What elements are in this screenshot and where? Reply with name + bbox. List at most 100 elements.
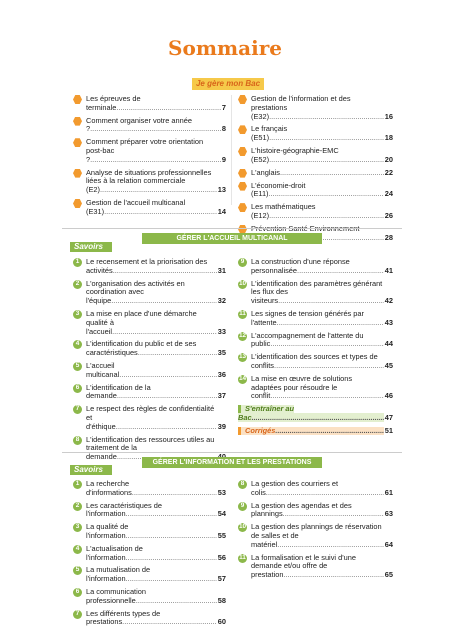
section: GÉRER L'ACCUEIL MULTICANAL Savoirs [62, 228, 402, 447]
entry-label: Analyse de situations professionnelles l… [86, 169, 217, 195]
entry-label: L'organisation des activités en coordina… [86, 280, 217, 306]
entry-text: La gestion des courriers et colis [251, 480, 384, 498]
entry-label: Les caractéristiques de l'information [86, 502, 217, 519]
page-number: 55 [217, 530, 226, 540]
toc-entry: 4 L'actualisation de l'information56 [73, 544, 226, 563]
page-number: 18 [384, 133, 393, 143]
toc-entry: 4 L'identification du public et de ses ca… [73, 340, 226, 358]
toc-entry: Gestion de l'accueil multicanal (E31)14 [73, 198, 226, 217]
entry-text: La recherche d'informations [86, 480, 217, 498]
number-badge: 6 [73, 383, 82, 393]
toc-entry: Les mathématiques (E12)26 [238, 203, 393, 221]
entry-text: L'identification des ressources utiles a… [86, 436, 217, 462]
toc-entry: S'entraîner au Bac47 [238, 405, 393, 423]
entry-label: Comment organiser votre année ? [86, 117, 221, 134]
toc-entry: L'économie-droit (E11)24 [238, 181, 393, 200]
number-badge: 3 [73, 523, 82, 533]
toc-entry: Comment organiser votre année ?8 [73, 116, 226, 135]
page-number: 51 [384, 425, 393, 435]
entry-label: Les signes de tension générés par l'atte… [251, 310, 384, 327]
toc-entry: 3 La qualité de l'information55 [73, 523, 226, 541]
entry-label: Gestion de l'information et des prestati… [251, 95, 384, 121]
entry-label: L'identification de la demande [86, 384, 217, 401]
page-number: 16 [384, 111, 393, 121]
toc-entry: 10 L'identification des paramètres généra… [238, 279, 393, 306]
number-badge: 6 [73, 587, 82, 597]
number-badge: 1 [73, 480, 82, 489]
number-badge: 4 [73, 340, 82, 350]
toc-entry: 2 L'organisation des activités en coordin… [73, 279, 226, 306]
entry-text: La mise en place d'une démarche qualité … [86, 310, 217, 336]
number-badge: 14 [238, 374, 247, 384]
entry-text: L'organisation des activités en coordina… [86, 280, 217, 306]
entry-label: Les mathématiques (E12) [251, 203, 384, 220]
number-badge: 5 [73, 566, 82, 576]
entry-label: La qualité de l'information [86, 523, 217, 540]
entry-label: La communication professionnelle [86, 588, 217, 605]
toc-entry: Analyse de situations professionnelles l… [73, 168, 226, 195]
page-number: 33 [217, 326, 226, 336]
toc-entry: 5 L'accueil multicanal36 [73, 361, 226, 380]
toc-entry: 11 La formalisation et le suivi d'une dem… [238, 553, 393, 580]
entry-label: L'anglais [251, 169, 384, 177]
page-number: 43 [384, 317, 393, 327]
entry-text: Analyse de situations professionnelles l… [86, 169, 217, 195]
number-badge: 3 [73, 309, 82, 319]
section-banner: GÉRER L'ACCUEIL MULTICANAL [142, 233, 322, 244]
entry-label: L'identification du public et de ses car… [86, 340, 217, 357]
number-badge: 12 [238, 331, 247, 341]
bullet [73, 138, 82, 148]
entry-text: L'économie-droit (E11) [251, 182, 384, 200]
entry-text: Comment préparer votre orientation post-… [86, 138, 221, 164]
entry-text: Les différents types de prestations [86, 610, 217, 628]
number-badge: 2 [73, 279, 82, 289]
page-number: 58 [217, 595, 226, 605]
toc-entry: 1 La recherche d'informations53 [73, 480, 226, 498]
section: GÉRER L'INFORMATION ET LES PRESTATIONS Sa… [62, 452, 402, 578]
bullet [238, 146, 247, 156]
page-number: 47 [384, 412, 393, 422]
page-number: 46 [384, 391, 393, 401]
page-number: 41 [384, 265, 393, 275]
entry-label: La gestion des agendas et des plannings [251, 502, 384, 519]
section-banner: GÉRER L'INFORMATION ET LES PRESTATIONS [142, 457, 322, 468]
section-right: 9 La construction d'une réponse personnal… [238, 258, 393, 440]
entry-text: Les signes de tension générés par l'atte… [251, 310, 384, 328]
page-number: 9 [221, 154, 226, 164]
page-number: 24 [384, 189, 393, 199]
entry-label: L'histoire-géographie-EMC (E52) [251, 147, 384, 164]
section-left: 1 Le recensement et la priorisation des a… [73, 258, 226, 466]
page-number: 53 [217, 487, 226, 497]
entry-text: L'accueil multicanal [86, 362, 217, 380]
entry-text: La construction d'une réponse personnali… [251, 258, 384, 276]
toc-entry: Comment préparer votre orientation post-… [73, 138, 226, 164]
page-number: 37 [217, 391, 226, 401]
bullet [238, 168, 247, 178]
entry-text: Corrigés [238, 426, 384, 436]
page-number: 28 [384, 232, 393, 242]
entry-label: Le recensement et la priorisation des ac… [86, 258, 217, 275]
section-tag: Savoirs [70, 242, 112, 252]
page-number: 56 [217, 552, 226, 562]
bullet [73, 198, 82, 208]
toc-entry: Corrigés51 [238, 425, 393, 436]
entry-label: L'identification des paramètres générant… [251, 280, 384, 306]
entry-text: L'anglais [251, 169, 384, 178]
entry-text: La communication professionnelle [86, 588, 217, 606]
entry-text: La qualité de l'information [86, 523, 217, 541]
number-badge: 13 [238, 353, 247, 363]
divider [231, 95, 232, 205]
toc-entry: 6 L'identification de la demande37 [73, 383, 226, 402]
number-badge: 10 [238, 279, 247, 289]
section-left: 1La recherche d'informations532Les carac… [73, 480, 226, 631]
entry-label: L'accompagnement de l'attente du public [251, 332, 384, 349]
entry-label: Le respect des règles de confidentialité… [86, 405, 217, 431]
intro-left: Les épreuves de terminale7Comment organi… [73, 95, 226, 221]
page-number: 60 [217, 617, 226, 627]
toc-entry: Gestion de l'information et des prestati… [238, 95, 393, 121]
entry-label: L'accueil multicanal [86, 362, 217, 379]
page-number: 13 [217, 185, 226, 195]
page-number: 64 [384, 539, 393, 549]
bullet [73, 95, 82, 104]
page-number: 26 [384, 210, 393, 220]
